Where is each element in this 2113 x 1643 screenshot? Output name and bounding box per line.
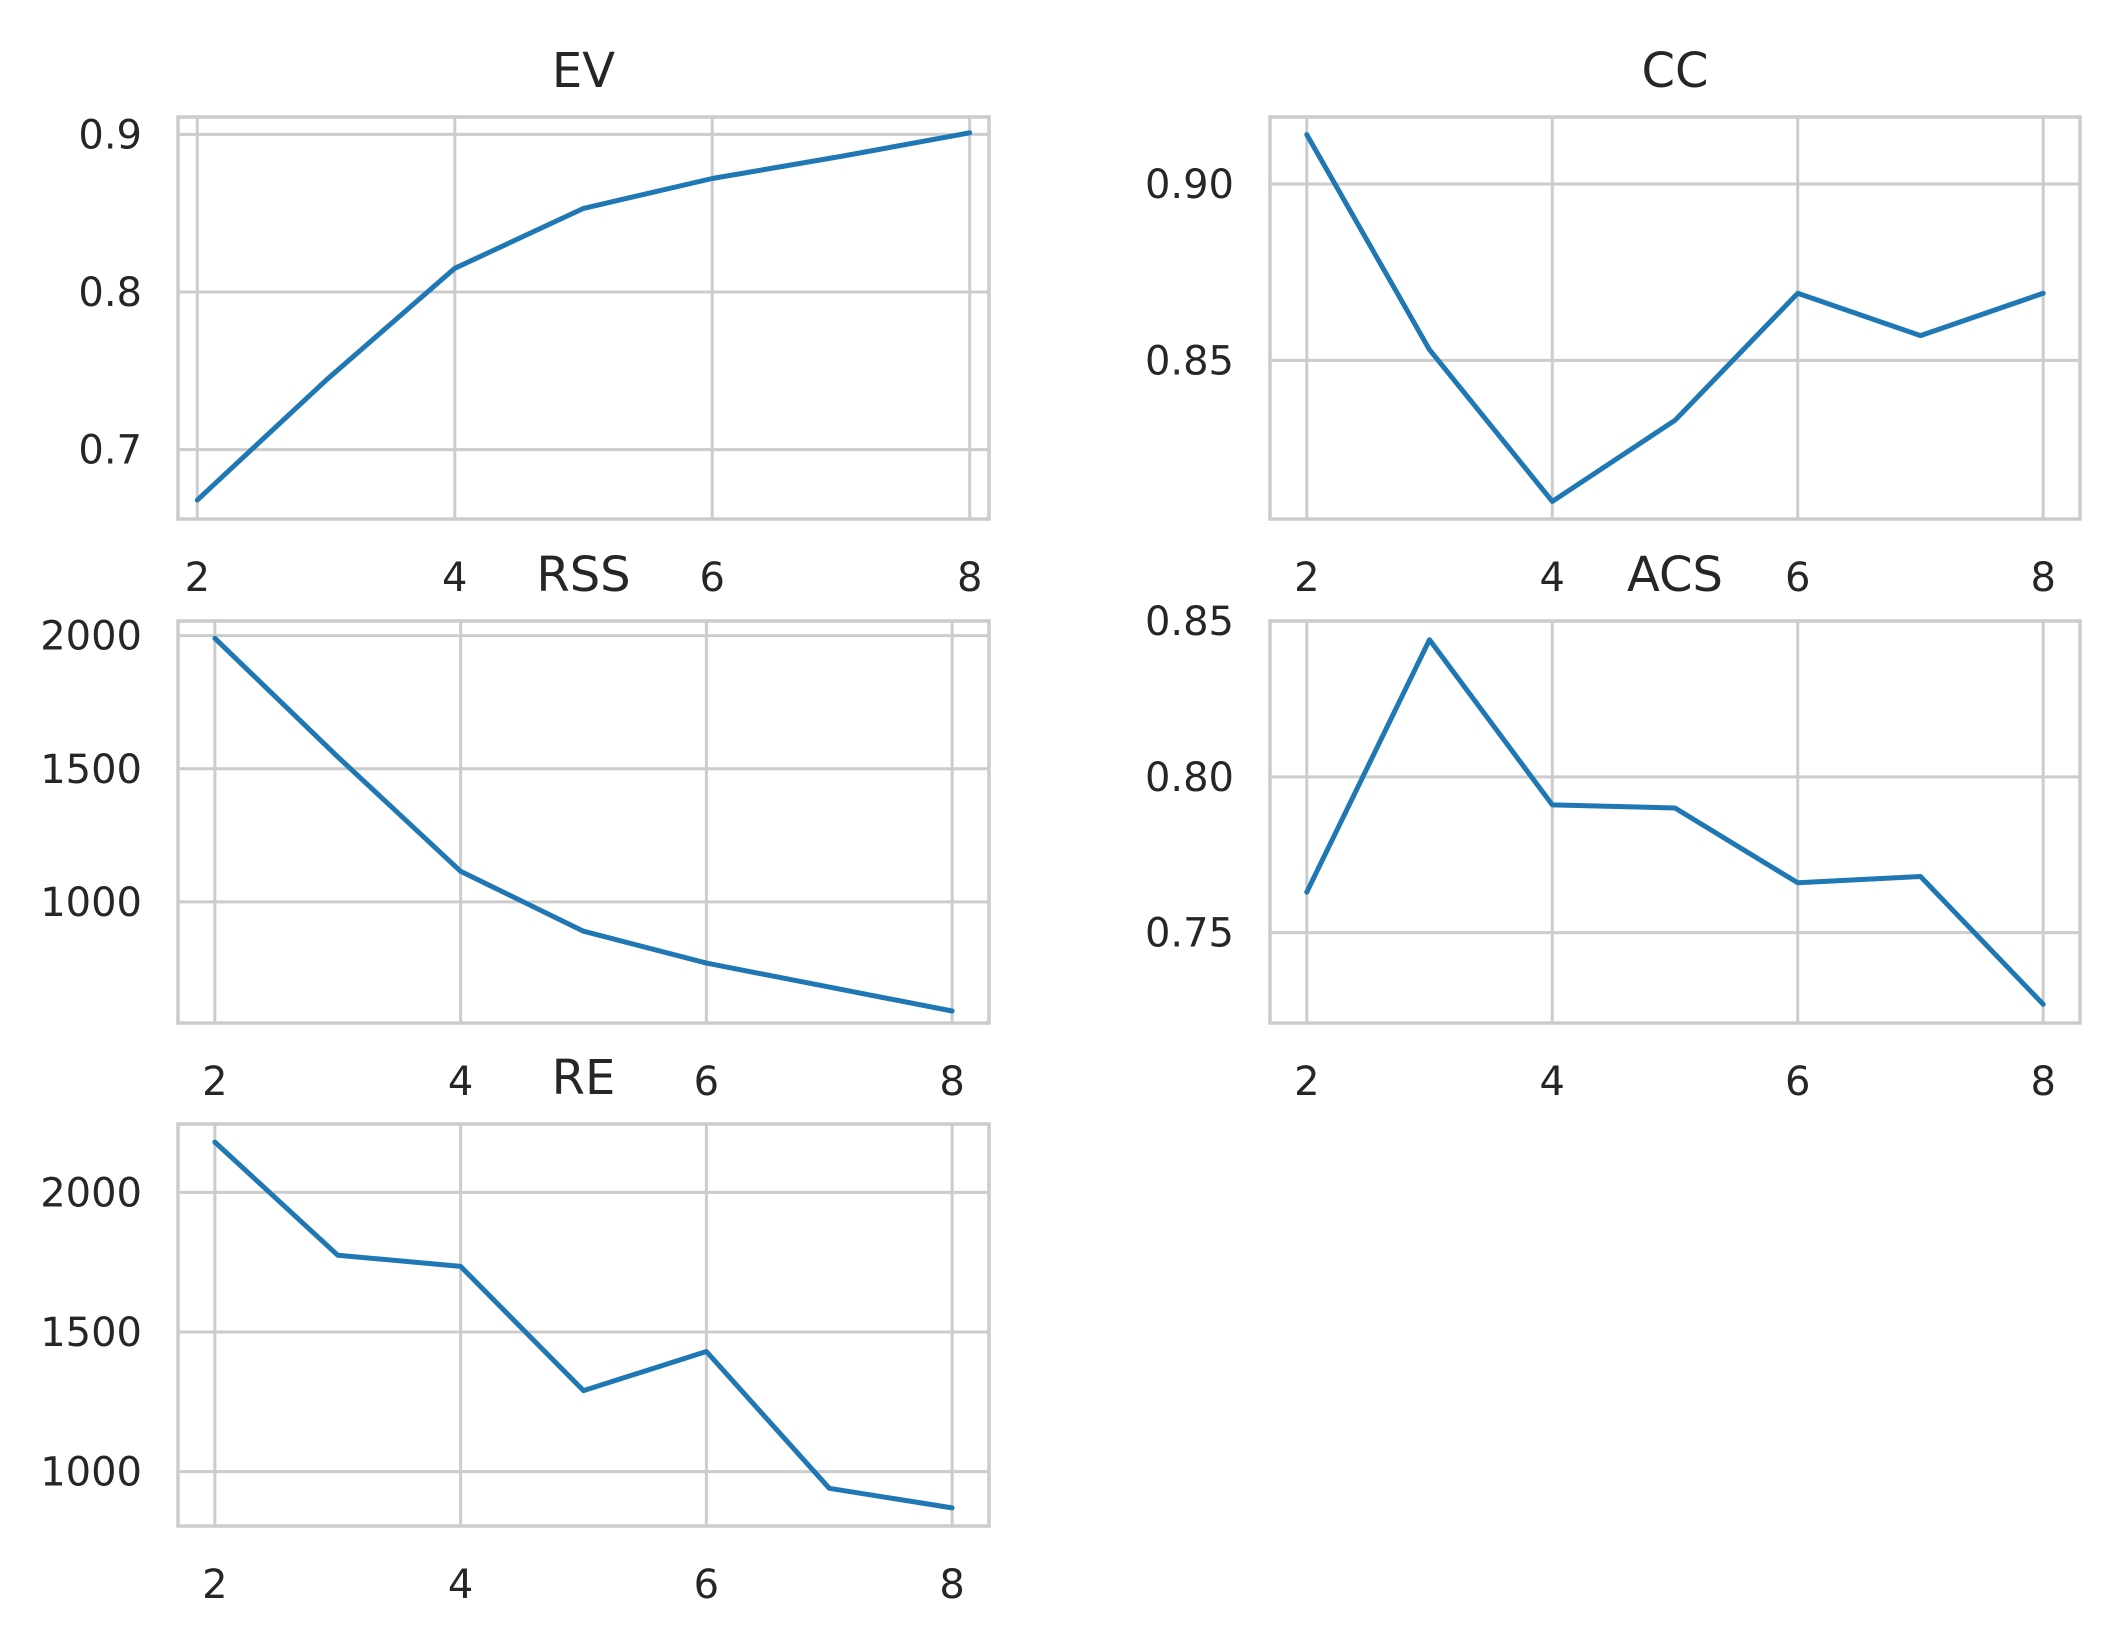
re-x-tick-label: 4: [448, 1562, 473, 1608]
re-x-tick-label: 8: [939, 1562, 964, 1608]
rss-x-tick-label: 8: [939, 1059, 964, 1105]
rss-x-tick-label: 4: [448, 1059, 473, 1105]
acs-y-tick-label: 0.75: [1145, 911, 1234, 957]
re-title: RE: [552, 1050, 616, 1106]
ev-axes-frame: [176, 115, 991, 521]
cc-y-tick-label: 0.85: [1145, 338, 1234, 384]
acs-title: ACS: [1627, 547, 1723, 603]
acs-axes-frame: [1268, 619, 2082, 1025]
subplot-cc: 2 4 6 8 0.85 0.90 CC: [1145, 43, 2082, 601]
re-axes-frame: [176, 1122, 991, 1528]
cc-x-tick-label: 6: [1785, 555, 1810, 601]
subplot-rss: 2 4 6 8 1000 1500 2000 RSS: [40, 547, 991, 1105]
acs-x-tick-label: 2: [1294, 1059, 1319, 1105]
re-series-line-0: [212, 1139, 955, 1511]
ev-y-tick-label: 0.7: [78, 428, 142, 474]
ev-y-tick-label: 0.9: [78, 112, 142, 158]
subplot-re: 2 4 6 8 1000 1500 2000 RE: [40, 1050, 991, 1608]
acs-y-tick-label: 0.80: [1145, 755, 1234, 801]
acs-x-tick-label: 4: [1540, 1059, 1565, 1105]
rss-title: RSS: [536, 547, 630, 603]
cc-axes-frame: [1268, 115, 2082, 521]
subplot-acs: 2 4 6 8 0.75 0.80 0.85 ACS: [1145, 547, 2082, 1105]
ev-x-tick-label: 8: [957, 555, 982, 601]
rss-axes-frame: [176, 619, 991, 1025]
rss-y-tick-label: 1000: [40, 880, 142, 926]
cc-y-tick-label: 0.90: [1145, 162, 1234, 208]
re-x-tick-label: 2: [202, 1562, 227, 1608]
rss-x-tick-label: 6: [694, 1059, 719, 1105]
ev-x-tick-label: 2: [185, 555, 210, 601]
ev-title: EV: [552, 43, 615, 99]
cc-title: CC: [1641, 43, 1708, 99]
ev-y-tick-label: 0.8: [78, 270, 142, 316]
cc-x-tick-label: 2: [1294, 555, 1319, 601]
rss-y-tick-label: 2000: [40, 614, 142, 660]
subplot-grid: 2 4 6 8 0.7 0.8 0.9 EV 2 4 6 8 0.85 0.90 CC 2 4 6 8 1000 150…: [40, 43, 2082, 1608]
acs-x-tick-label: 8: [2030, 1059, 2055, 1105]
cc-x-tick-label: 4: [1540, 555, 1565, 601]
cc-x-tick-label: 8: [2030, 555, 2055, 601]
re-x-tick-label: 6: [694, 1562, 719, 1608]
acs-x-tick-label: 6: [1785, 1059, 1810, 1105]
rss-x-tick-label: 2: [202, 1059, 227, 1105]
rss-y-tick-label: 1500: [40, 747, 142, 793]
re-y-tick-label: 1000: [40, 1450, 142, 1496]
rss-series-line-0: [212, 635, 955, 1014]
re-y-tick-label: 2000: [40, 1170, 142, 1216]
acs-series-line-0: [1304, 637, 2046, 1007]
ev-x-tick-label: 6: [700, 555, 725, 601]
re-y-tick-label: 1500: [40, 1310, 142, 1356]
cc-series-line-0: [1304, 132, 2046, 504]
ev-x-tick-label: 4: [442, 555, 467, 601]
acs-y-tick-label: 0.85: [1145, 599, 1234, 645]
ev-series-line-0: [194, 130, 973, 503]
subplot-ev: 2 4 6 8 0.7 0.8 0.9 EV: [78, 43, 991, 601]
